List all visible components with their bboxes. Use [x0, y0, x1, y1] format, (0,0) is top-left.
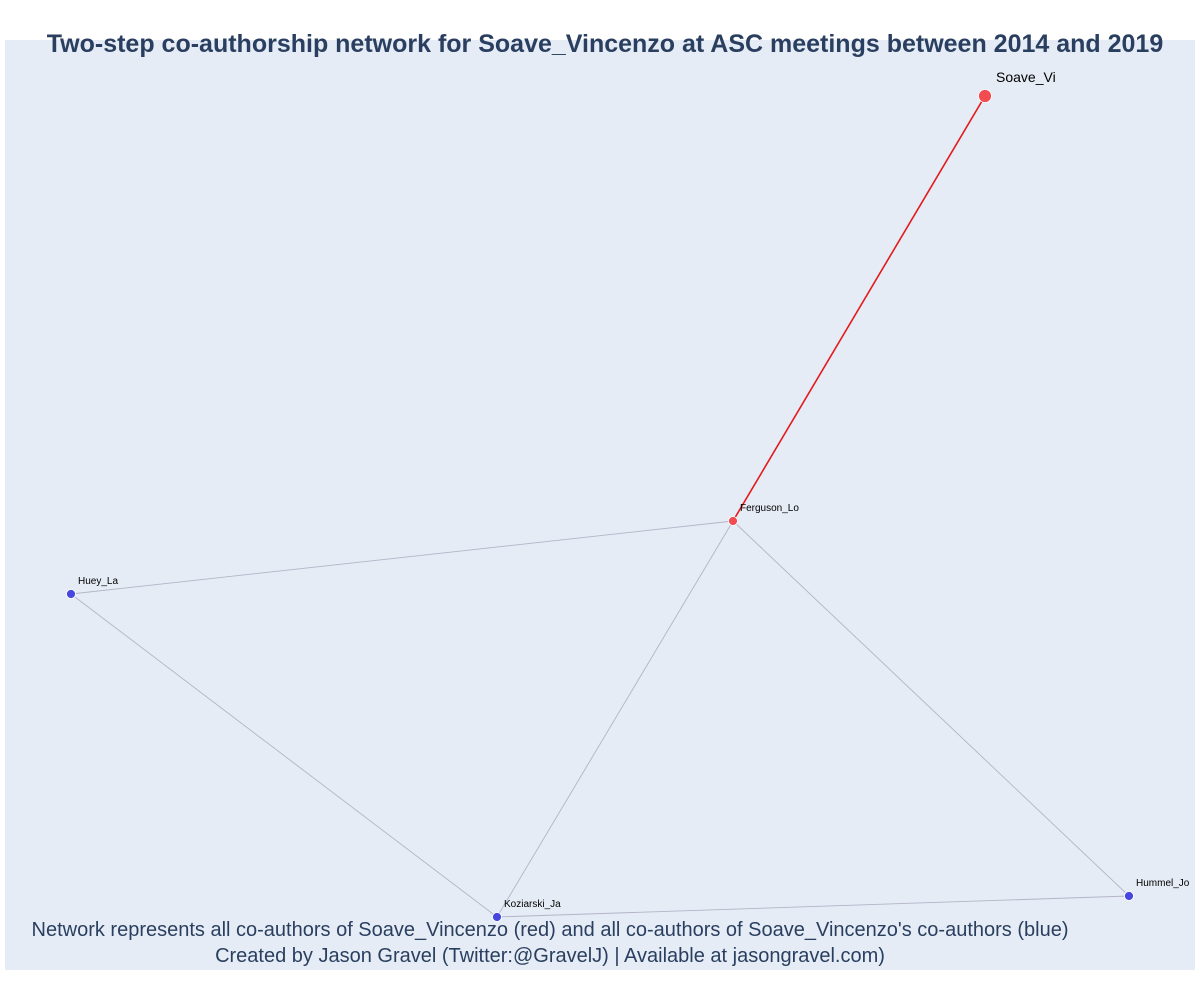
node-label-Ferguson_Lo: Ferguson_Lo	[740, 503, 799, 514]
edge-Ferguson_Lo-Koziarski_Ja	[496, 520, 734, 918]
node-Koziarski_Ja[interactable]	[492, 912, 502, 922]
edge-Ferguson_Lo-Hummel_Jo	[732, 520, 1130, 897]
node-Soave_Vi[interactable]	[978, 89, 992, 103]
node-label-Soave_Vi: Soave_Vi	[996, 69, 1056, 85]
nodes-layer	[66, 89, 1134, 922]
labels-layer: Soave_Vi Ferguson_Lo Huey_La Koziarski_Ja Hu…	[78, 69, 1190, 910]
plot-area	[5, 40, 1195, 970]
caption-line-1: Network represents all co-authors of Soa…	[31, 919, 1069, 941]
edges-layer	[70, 95, 1130, 918]
edge-Soave_Vi-Ferguson_Lo	[732, 95, 986, 522]
chart-title: Two-step co-authorship network for Soave…	[46, 30, 1164, 58]
edge-Koziarski_Ja-Hummel_Jo	[496, 895, 1130, 918]
edge-Huey_La-Koziarski_Ja	[70, 593, 498, 918]
node-Huey_La[interactable]	[66, 589, 76, 599]
node-Hummel_Jo[interactable]	[1124, 891, 1134, 901]
node-label-Hummel_Jo: Hummel_Jo	[1136, 878, 1190, 889]
caption: Network represents all co-authors of Soa…	[0, 917, 1100, 969]
node-label-Koziarski_Ja: Koziarski_Ja	[504, 899, 561, 910]
node-Ferguson_Lo[interactable]	[728, 516, 738, 526]
caption-line-2: Created by Jason Gravel (Twitter:@Gravel…	[215, 945, 885, 967]
node-label-Huey_La: Huey_La	[78, 576, 118, 587]
edge-Ferguson_Lo-Huey_La	[70, 520, 734, 595]
